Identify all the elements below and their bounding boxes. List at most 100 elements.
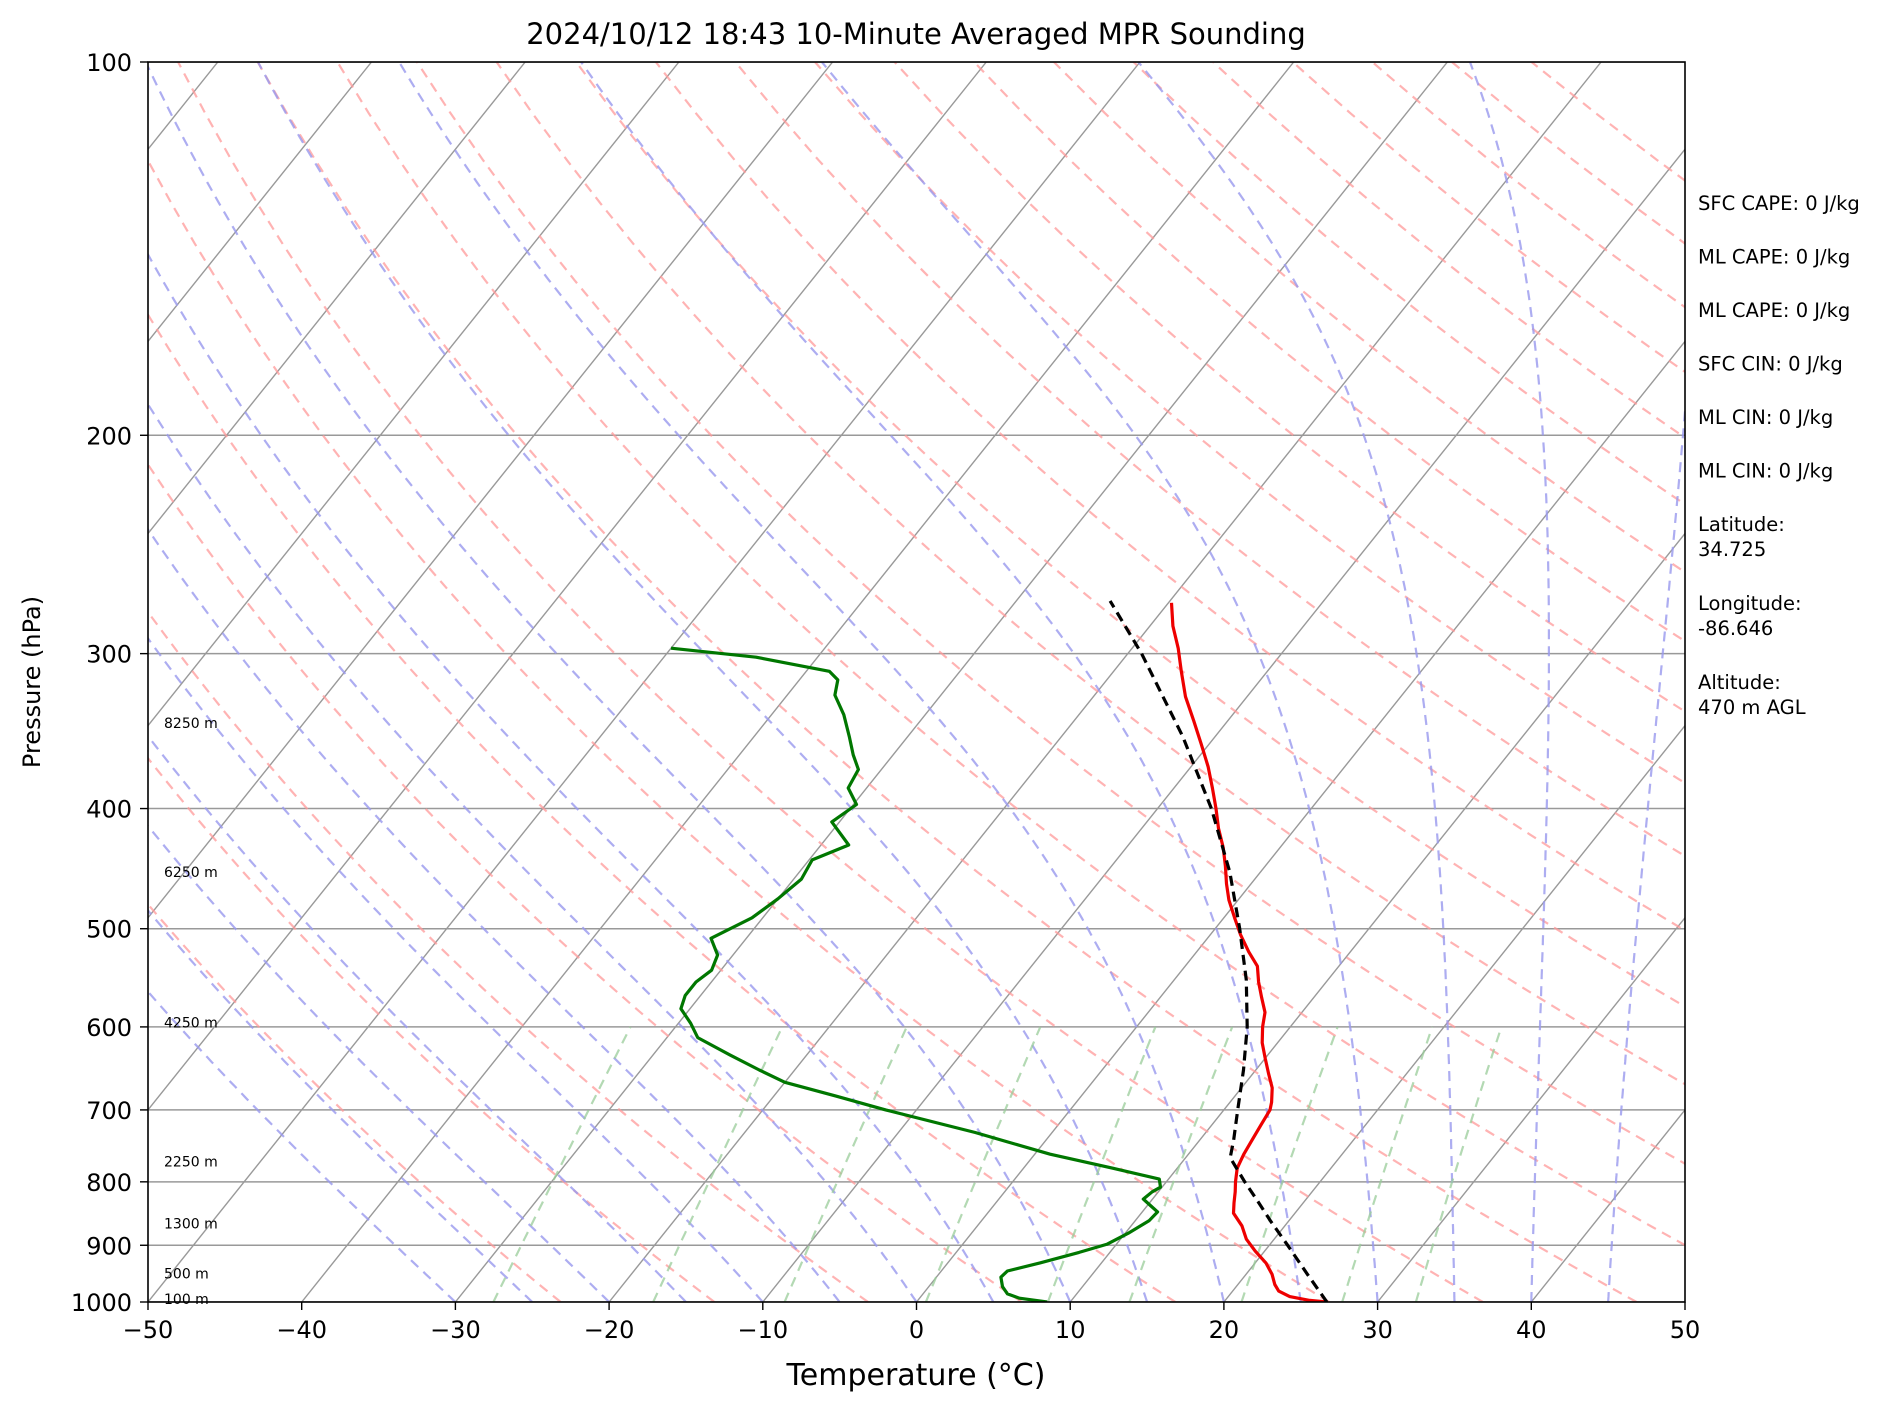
dry-adiabat [148,902,562,1302]
x-tick-label: 0 [909,1316,924,1344]
dry-adiabat [734,62,1685,858]
chart-title: 2024/10/12 18:43 10-Minute Averaged MPR … [526,17,1306,51]
moist-adiabat [1607,398,1685,1302]
x-tick-label: −10 [737,1316,788,1344]
y-tick-label: 600 [86,1014,132,1042]
y-axis: 100 200 300 400 500 600 700 800 900 1000 [71,49,148,1317]
x-tick-label: −30 [430,1316,481,1344]
dry-adiabat [654,62,1685,932]
dewpoint-line [670,646,1163,1302]
isotherm-line [608,62,1602,1302]
moist-adiabat [148,402,918,1302]
moist-adiabat [148,64,1072,1302]
index-entry: SFC CAPE: 0 J/kg [1698,192,1860,215]
y-tick-label: 700 [86,1097,132,1125]
mixing-ratio-line [1414,1026,1503,1302]
isotherm-line [148,62,373,343]
isotherm-line [301,62,1295,1302]
height-label: 1300 m [164,1217,218,1233]
moist-adiabat [580,62,1302,1302]
index-entry: ML CIN: 0 J/kg [1698,460,1833,483]
dry-adiabat [148,158,1330,1302]
moist-adiabat [148,636,764,1302]
y-axis-label: Pressure (hPa) [18,596,46,768]
x-tick-label: −20 [584,1316,635,1344]
x-tick-label: 50 [1670,1316,1701,1344]
moist-adiabat [398,62,1225,1302]
moist-adiabat [1137,62,1456,1302]
moist-adiabat [148,908,534,1302]
moist-adiabat [148,824,610,1302]
y-tick-label: 1000 [71,1289,132,1317]
isotherm-line [148,62,680,727]
height-label: 6250 m [164,865,218,881]
sounding-series [670,600,1329,1302]
y-tick-label: 400 [86,796,132,824]
moist-adiabat [148,734,687,1302]
height-label: 8250 m [164,716,218,732]
height-labels: 100 m 500 m 1300 m 2250 m 4250 m 6250 m 8250 m [164,716,218,1308]
dry-adiabat [177,62,1484,1302]
y-tick-label: 200 [86,422,132,450]
x-tick-label: 40 [1516,1316,1547,1344]
height-label: 2250 m [164,1155,218,1171]
index-entry: Altitude: 470 m AGL [1698,671,1806,719]
isotherm-line [1223,724,1685,1302]
dry-adiabat [148,756,716,1302]
isotherm-line [1069,532,1685,1302]
dry-adiabat [256,62,1638,1302]
dry-adiabat [416,62,1685,1165]
height-label: 4250 m [164,1015,218,1031]
index-entry: Latitude: 34.725 [1698,513,1785,561]
index-entry: Longitude: -86.646 [1698,592,1802,640]
index-entry: ML CIN: 0 J/kg [1698,406,1833,429]
isotherm-line [915,340,1685,1302]
isotherm-line [762,148,1685,1302]
mixing-ratio-line [783,1026,908,1302]
mixing-ratio-line [1128,1026,1234,1302]
moist-adiabat [148,527,841,1302]
moist-adiabat [148,990,457,1302]
x-axis-label: Temperature (°C) [786,1358,1046,1393]
dry-adiabat [336,62,1685,1247]
x-axis: −50 −40 −30 −20 −10 0 10 20 30 40 50 [123,1302,1701,1344]
isotherm-line [1377,916,1685,1302]
dry-adiabat [1053,62,1685,574]
height-label: 100 m [164,1292,209,1308]
y-tick-label: 300 [86,641,132,669]
indices-panel: SFC CAPE: 0 J/kg ML CAPE: 0 J/kg ML CAPE: … [1698,192,1860,719]
isotherm-line [148,62,834,919]
index-entry: ML CAPE: 0 J/kg [1698,246,1850,269]
y-tick-label: 500 [86,916,132,944]
moist-adiabat [1468,62,1551,1302]
dry-adiabat [575,62,1685,1008]
moist-adiabat [257,62,1149,1302]
y-tick-label: 800 [86,1169,132,1197]
mixing-ratio-line [1341,1026,1434,1302]
dry-adiabat [495,62,1685,1086]
index-entry: ML CAPE: 0 J/kg [1698,299,1850,322]
moist-adiabat [148,252,995,1302]
x-tick-label: −40 [276,1316,327,1344]
x-tick-label: −50 [123,1316,174,1344]
mixing-ratio-line [492,1026,632,1302]
dry-adiabat [893,62,1685,713]
y-tick-label: 900 [86,1232,132,1260]
isotherm-line [454,62,1448,1302]
x-tick-label: 20 [1209,1316,1240,1344]
mixing-ratio-line [924,1026,1042,1302]
x-tick-label: 30 [1362,1316,1393,1344]
dry-adiabat [148,462,1023,1302]
mixing-ratio-line [1240,1026,1339,1302]
parcel-line [1108,600,1329,1302]
y-tick-label: 100 [86,49,132,77]
index-entry: SFC CIN: 0 J/kg [1698,353,1843,376]
isotherm-line [148,62,987,1111]
mixing-ratio-line [1046,1026,1157,1302]
temperature-line [1169,602,1328,1302]
reference-lines [148,62,1685,1302]
plot-frame [147,61,1686,1303]
x-tick-label: 10 [1055,1316,1086,1344]
dry-adiabat [148,312,1177,1302]
isotherm-line [148,62,526,535]
